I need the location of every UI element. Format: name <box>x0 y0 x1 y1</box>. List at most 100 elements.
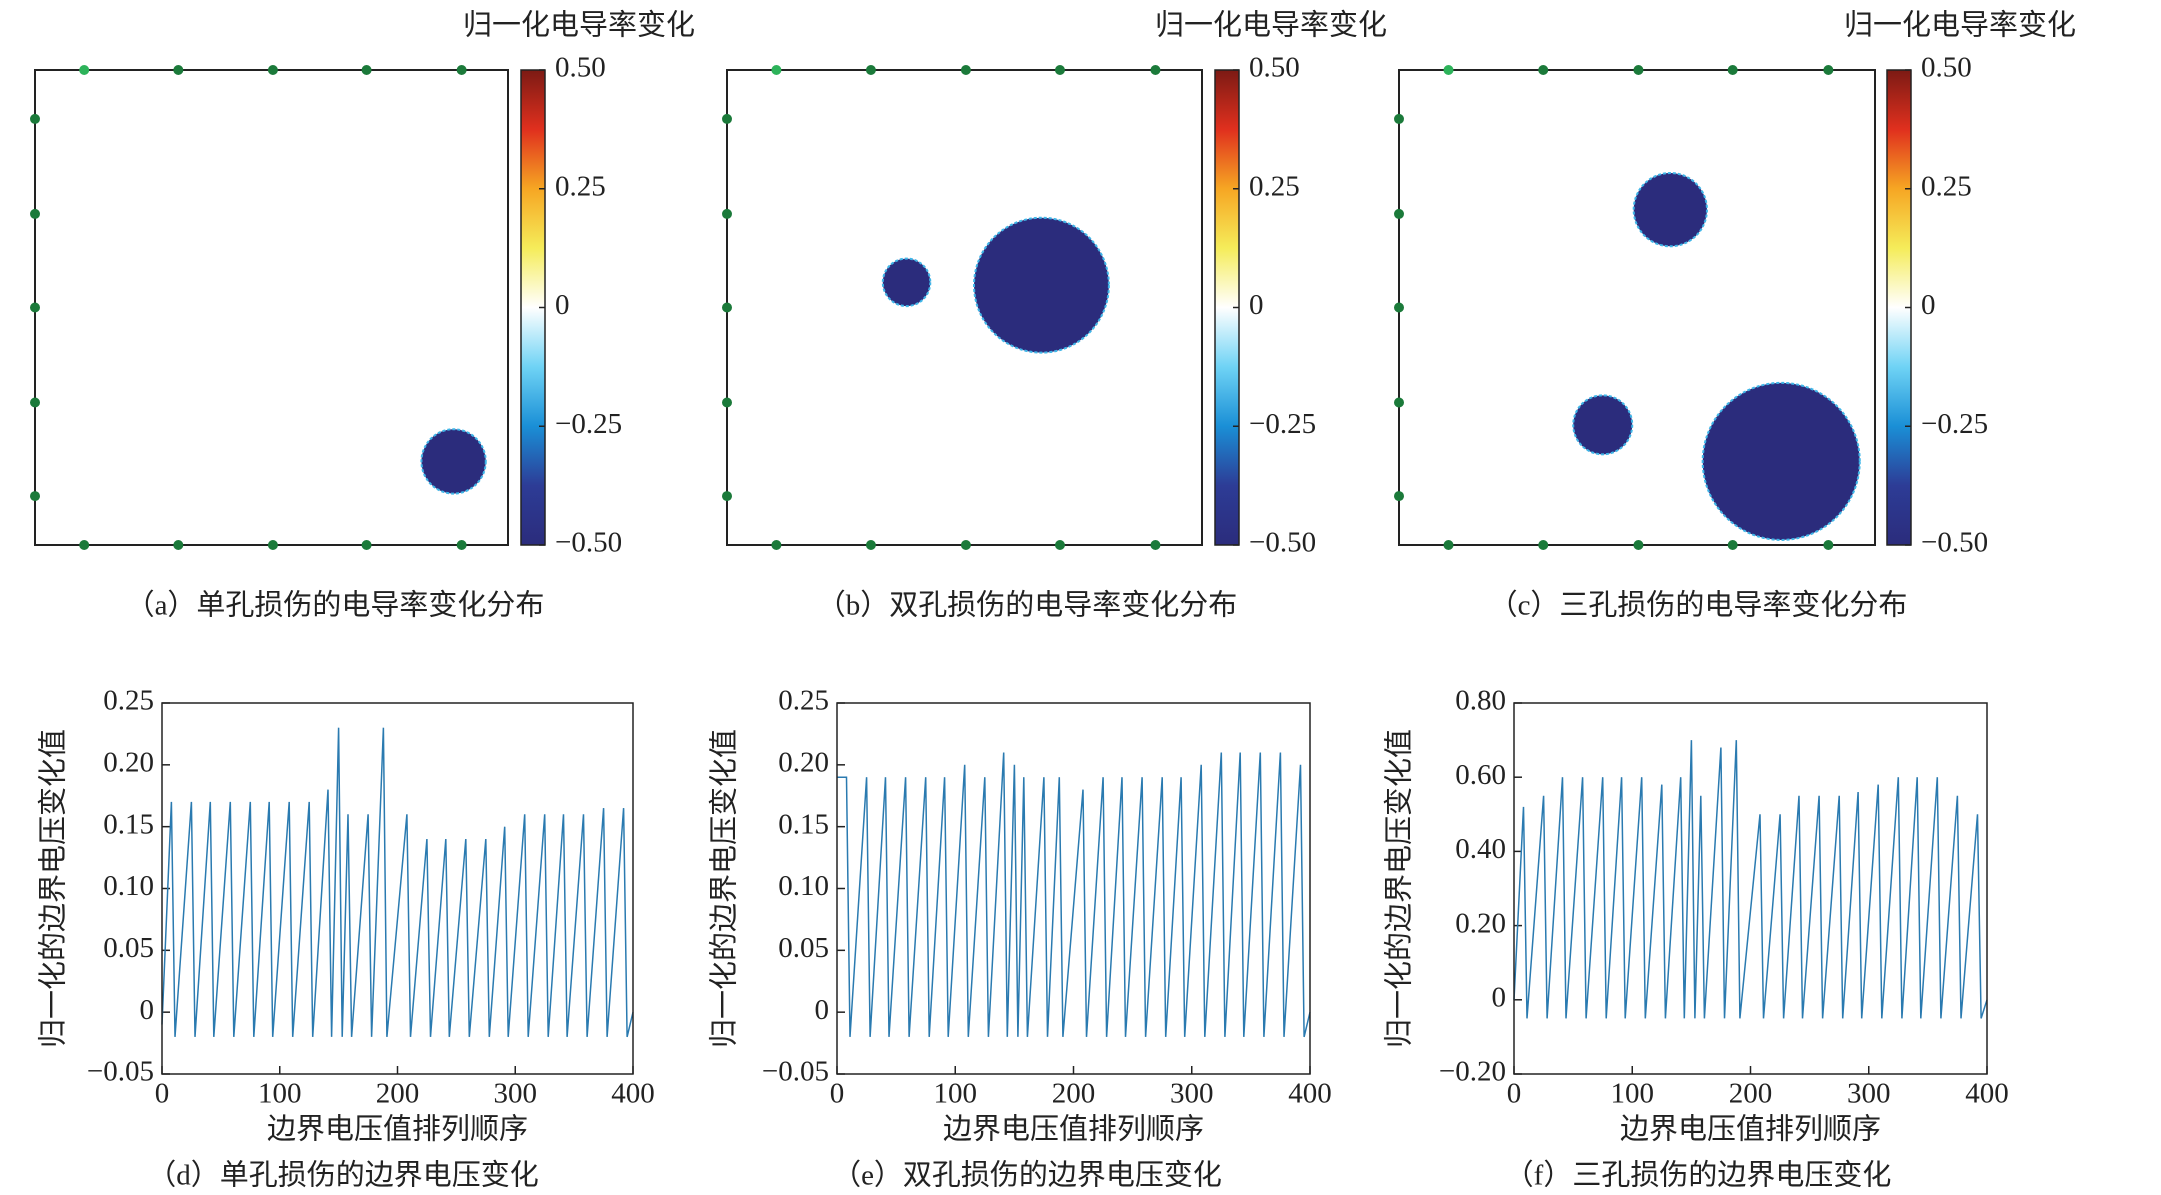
y-tick-label: 0 <box>1492 981 1507 1013</box>
y-tick-label: 0.25 <box>103 685 154 717</box>
electrode <box>771 540 782 550</box>
electrode <box>456 65 467 75</box>
electrode <box>30 208 40 219</box>
y-axis-label: 归一化的边界电压变化值 <box>1383 729 1416 1048</box>
colorbar-tick-label: 0.50 <box>1249 52 1300 84</box>
damage-hole <box>1632 171 1708 248</box>
damage-hole <box>972 216 1110 354</box>
colorbar-tick-label: 0 <box>1249 289 1264 321</box>
y-tick-label: 0.25 <box>778 685 829 717</box>
y-tick-label: 0.40 <box>1455 833 1506 865</box>
y-tick-label: 0.10 <box>103 870 154 902</box>
panel-caption: （b）双孔损伤的电导率变化分布 <box>817 589 1238 622</box>
x-tick-label: 300 <box>1170 1078 1214 1110</box>
colorbar-tick-label: −0.50 <box>1921 527 1988 559</box>
x-tick-label: 100 <box>934 1078 978 1110</box>
colorbar-tick-label: 0.50 <box>555 52 606 84</box>
damage-hole <box>420 428 487 495</box>
electrode <box>722 491 732 502</box>
y-tick-label: −0.05 <box>762 1056 829 1088</box>
electrode <box>267 65 278 75</box>
panel-caption: （f）三孔损伤的边界电压变化 <box>1505 1159 1892 1192</box>
electrode <box>722 302 732 313</box>
electrode <box>173 540 184 550</box>
x-axis-label: 边界电压值排列顺序 <box>943 1113 1204 1146</box>
panel-title: 归一化电导率变化 <box>1155 9 1387 42</box>
colorbar-tick-label: 0 <box>1921 289 1936 321</box>
axes-frame <box>836 702 1311 1075</box>
electrode <box>30 302 40 313</box>
damage-hole <box>881 257 932 308</box>
colorbar-tick-label: −0.50 <box>555 527 622 559</box>
electrode <box>960 65 971 75</box>
colorbar-tick-label: 0 <box>555 289 570 321</box>
colorbar-tick-label: 0.25 <box>555 170 606 202</box>
electrode <box>771 65 782 75</box>
data-line <box>161 727 634 1038</box>
y-tick-label: 0.20 <box>1455 907 1506 939</box>
electrode <box>267 540 278 550</box>
y-tick-label: −0.20 <box>1439 1056 1506 1088</box>
x-tick-label: 0 <box>155 1078 170 1110</box>
electrode <box>1394 491 1404 502</box>
electrode <box>1150 540 1161 550</box>
electrode <box>1727 540 1738 550</box>
electrode <box>1394 397 1404 408</box>
electrode <box>865 540 876 550</box>
electrode <box>1538 540 1549 550</box>
electrode <box>361 540 372 550</box>
y-tick-label: 0.15 <box>778 808 829 840</box>
panel-title: 归一化电导率变化 <box>463 9 695 42</box>
colorbar-tick-label: −0.50 <box>1249 527 1316 559</box>
electrode <box>361 65 372 75</box>
electrode <box>1394 302 1404 313</box>
electrode <box>1823 65 1834 75</box>
y-axis-label: 归一化的边界电压变化值 <box>708 729 741 1048</box>
panel-caption: （e）双孔损伤的边界电压变化 <box>832 1159 1222 1192</box>
colorbar-tick-label: −0.25 <box>555 408 622 440</box>
y-tick-label: 0.20 <box>778 746 829 778</box>
electrode <box>1538 65 1549 75</box>
y-tick-label: 0.05 <box>103 932 154 964</box>
electrode <box>1394 208 1404 219</box>
x-tick-label: 200 <box>1729 1078 1773 1110</box>
x-tick-label: 200 <box>1052 1078 1096 1110</box>
axes-frame <box>161 702 634 1075</box>
electrode <box>30 113 40 124</box>
electrode <box>1823 540 1834 550</box>
electrode <box>1633 65 1644 75</box>
y-tick-label: 0 <box>815 994 830 1026</box>
electrode <box>1443 65 1454 75</box>
electrode <box>1443 540 1454 550</box>
x-axis-label: 边界电压值排列顺序 <box>1620 1113 1881 1146</box>
y-tick-label: 0.20 <box>103 746 154 778</box>
colorbar-tick-label: 0.25 <box>1249 170 1300 202</box>
electrode <box>456 540 467 550</box>
electrode <box>722 113 732 124</box>
electrode <box>960 540 971 550</box>
electrode <box>1054 65 1065 75</box>
y-tick-label: 0.80 <box>1455 685 1506 717</box>
axes-frame <box>1513 702 1988 1075</box>
y-tick-label: −0.05 <box>87 1056 154 1088</box>
x-tick-label: 0 <box>1507 1078 1522 1110</box>
x-tick-label: 100 <box>1611 1078 1655 1110</box>
x-tick-label: 400 <box>611 1078 655 1110</box>
y-tick-label: 0.60 <box>1455 759 1506 791</box>
colorbar-tick-label: −0.25 <box>1921 408 1988 440</box>
electrode <box>722 208 732 219</box>
x-tick-label: 100 <box>258 1078 302 1110</box>
map-frame <box>726 69 1203 546</box>
panel-caption: （a）单孔损伤的电导率变化分布 <box>126 589 545 622</box>
electrode <box>722 397 732 408</box>
data-line <box>837 752 1311 1038</box>
y-tick-label: 0 <box>140 994 155 1026</box>
electrode <box>1727 65 1738 75</box>
panel-title: 归一化电导率变化 <box>1844 9 2076 42</box>
y-tick-label: 0.15 <box>103 808 154 840</box>
x-tick-label: 300 <box>1847 1078 1891 1110</box>
colorbar-tick-label: 0.50 <box>1921 52 1972 84</box>
x-tick-label: 0 <box>830 1078 845 1110</box>
x-tick-label: 200 <box>376 1078 420 1110</box>
